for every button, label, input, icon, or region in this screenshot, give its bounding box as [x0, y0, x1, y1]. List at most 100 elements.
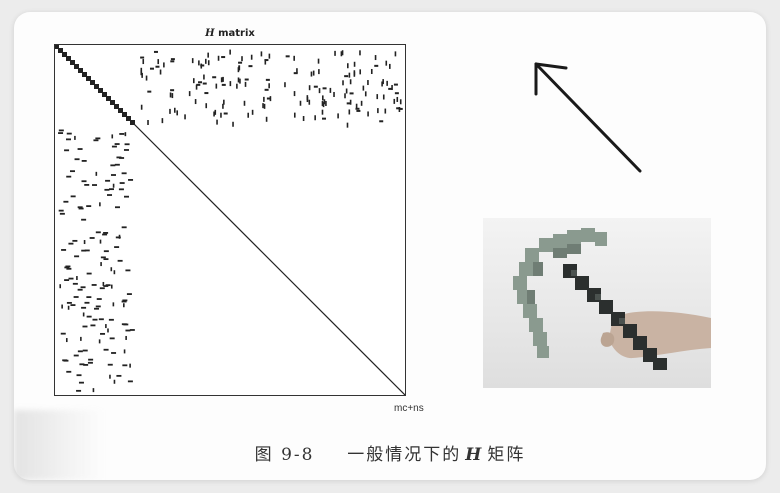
off-diagonal-entry	[118, 188, 124, 191]
off-diagonal-entry	[149, 67, 154, 70]
off-diagonal-entry	[341, 50, 344, 56]
off-diagonal-entry	[66, 301, 72, 304]
off-diagonal-entry	[107, 194, 113, 196]
off-diagonal-entry	[95, 137, 101, 140]
block-diagonal-entry	[130, 120, 135, 125]
off-diagonal-entry	[123, 195, 129, 198]
off-diagonal-entry	[119, 133, 125, 135]
off-diagonal-entry	[126, 293, 132, 295]
off-diagonal-entry	[384, 108, 387, 114]
off-diagonal-entry	[251, 109, 254, 115]
off-diagonal-entry	[264, 59, 269, 62]
h-matrix-spy-svg	[55, 45, 405, 395]
off-diagonal-entry	[238, 65, 240, 71]
off-diagonal-entry	[248, 65, 253, 68]
off-diagonal-entry	[102, 281, 105, 286]
block-diagonal-entry	[94, 84, 99, 89]
block-diagonal-entry	[110, 100, 115, 105]
off-diagonal-entry	[322, 87, 327, 90]
off-diagonal-entry	[299, 100, 302, 106]
off-diagonal-entry	[214, 109, 217, 115]
off-diagonal-entry	[80, 286, 86, 289]
off-diagonal-entry	[68, 242, 74, 245]
off-diagonal-entry	[112, 302, 115, 307]
off-diagonal-entry	[103, 258, 109, 261]
off-diagonal-entry	[169, 108, 171, 114]
off-diagonal-entry	[247, 112, 250, 118]
off-diagonal-entry	[293, 91, 296, 97]
off-diagonal-entry	[86, 205, 92, 208]
off-diagonal-entry	[223, 112, 228, 115]
off-diagonal-entry	[121, 300, 127, 303]
block-diagonal-entry	[126, 116, 131, 121]
figure-caption: 图 9-8 一般情况下的 H 矩阵	[0, 440, 780, 465]
off-diagonal-entry	[196, 83, 201, 86]
off-diagonal-entry	[92, 318, 98, 321]
off-diagonal-entry	[359, 69, 362, 75]
off-diagonal-entry	[229, 49, 231, 55]
off-diagonal-entry	[285, 55, 290, 58]
minecraft-pickaxe-photo	[483, 218, 711, 388]
off-diagonal-entry	[81, 306, 87, 309]
off-diagonal-entry	[360, 100, 363, 106]
off-diagonal-entry	[347, 63, 349, 69]
bleed-through-text	[14, 410, 104, 480]
off-diagonal-entry	[64, 266, 70, 269]
off-diagonal-entry	[64, 279, 70, 281]
off-diagonal-entry	[110, 174, 116, 176]
off-diagonal-entry	[58, 129, 64, 132]
off-diagonal-entry	[318, 69, 320, 75]
block-diagonal-entry	[62, 52, 67, 57]
off-diagonal-entry	[86, 272, 92, 275]
off-diagonal-entry	[59, 212, 65, 215]
off-diagonal-entry	[161, 118, 164, 124]
off-diagonal-entry	[74, 135, 76, 140]
off-diagonal-entry	[312, 70, 315, 76]
off-diagonal-entry	[123, 303, 125, 308]
off-diagonal-entry	[129, 363, 131, 368]
block-diagonal-entry	[55, 45, 59, 49]
caption-label: 图 9-8	[254, 445, 315, 465]
off-diagonal-entry	[344, 75, 349, 78]
off-diagonal-entry	[65, 338, 68, 343]
off-diagonal-entry	[88, 358, 94, 361]
off-diagonal-entry	[213, 111, 215, 117]
caption-symbol: H	[465, 445, 484, 465]
off-diagonal-entry	[382, 94, 385, 100]
off-diagonal-entry	[63, 200, 69, 203]
off-diagonal-entry	[87, 361, 93, 364]
off-diagonal-entry	[109, 337, 115, 340]
off-diagonal-entry	[105, 284, 111, 287]
off-diagonal-entry	[119, 182, 125, 184]
off-diagonal-entry	[66, 370, 72, 373]
off-diagonal-entry	[99, 239, 102, 244]
off-diagonal-entry	[221, 83, 226, 86]
off-diagonal-entry	[260, 51, 263, 57]
off-diagonal-entry	[105, 324, 107, 329]
off-diagonal-entry	[322, 117, 327, 120]
off-diagonal-entry	[238, 61, 243, 64]
off-diagonal-entry	[117, 259, 123, 262]
off-diagonal-entry	[239, 78, 241, 84]
off-diagonal-entry	[81, 218, 87, 221]
off-diagonal-entry	[198, 81, 203, 84]
off-diagonal-entry	[200, 64, 205, 67]
off-diagonal-entry	[385, 60, 388, 66]
off-diagonal-entry	[194, 99, 197, 105]
off-diagonal-entry	[76, 389, 82, 392]
off-diagonal-entry	[58, 132, 64, 134]
off-diagonal-entry	[121, 172, 127, 175]
off-diagonal-entry	[102, 233, 108, 236]
off-diagonal-entry	[122, 299, 128, 302]
off-diagonal-entry	[314, 115, 316, 121]
off-diagonal-entry	[141, 72, 143, 78]
off-diagonal-entry	[114, 163, 120, 166]
off-diagonal-entry	[399, 99, 402, 105]
off-diagonal-entry	[232, 121, 234, 127]
off-diagonal-entry	[388, 87, 393, 90]
off-diagonal-entry	[83, 240, 86, 245]
off-diagonal-entry	[142, 59, 145, 65]
off-diagonal-entry	[100, 262, 102, 267]
off-diagonal-entry	[115, 236, 121, 239]
off-diagonal-entry	[90, 324, 96, 327]
